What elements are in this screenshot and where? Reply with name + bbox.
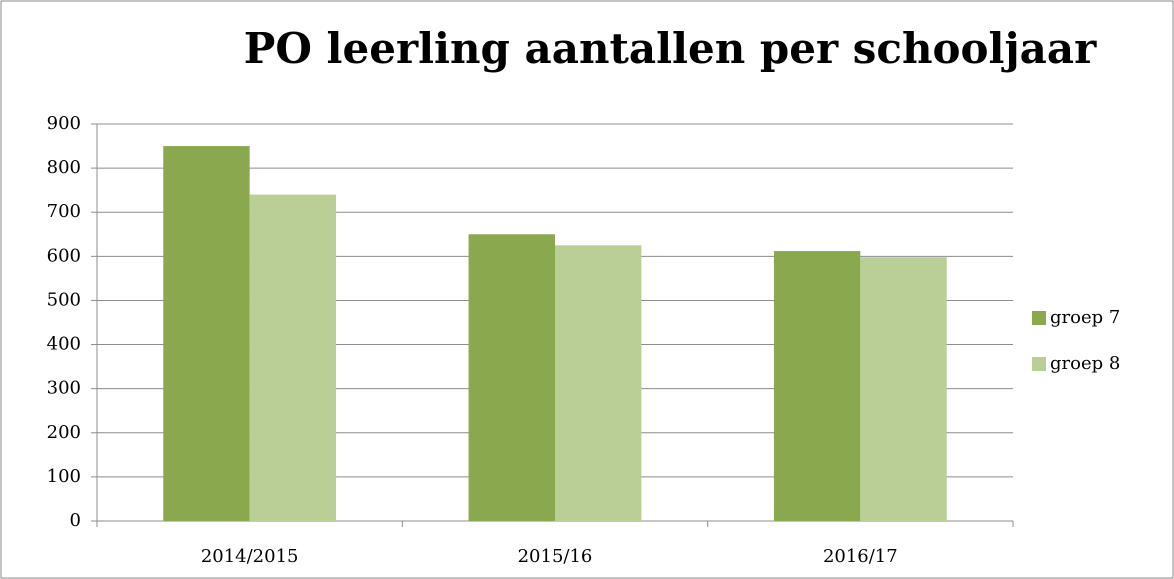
x-tick-label: 2014/2015: [201, 546, 299, 567]
legend-label: groep 8: [1050, 353, 1120, 374]
y-tick-label: 400: [47, 334, 81, 355]
y-tick-label: 600: [47, 245, 81, 266]
y-tick-label: 0: [70, 510, 81, 531]
y-tick-label: 100: [47, 466, 81, 487]
chart-title: PO leerling aantallen per schooljaar: [244, 24, 1097, 73]
y-tick-label: 700: [47, 201, 81, 222]
y-tick-label: 900: [47, 113, 81, 134]
bar: [468, 234, 555, 521]
bar: [860, 257, 947, 521]
y-tick-label: 500: [47, 289, 81, 310]
legend-swatch: [1032, 357, 1046, 371]
legend-label: groep 7: [1050, 307, 1120, 328]
bar: [555, 245, 642, 522]
bar: [163, 146, 250, 522]
y-tick-label: 300: [47, 378, 81, 399]
y-tick-label: 200: [47, 422, 81, 443]
bar: [773, 251, 861, 522]
bar: [249, 194, 337, 522]
legend-swatch: [1032, 311, 1046, 325]
x-tick-label: 2015/16: [518, 546, 593, 567]
x-tick-label: 2016/17: [823, 546, 898, 567]
y-tick-label: 800: [47, 157, 81, 178]
